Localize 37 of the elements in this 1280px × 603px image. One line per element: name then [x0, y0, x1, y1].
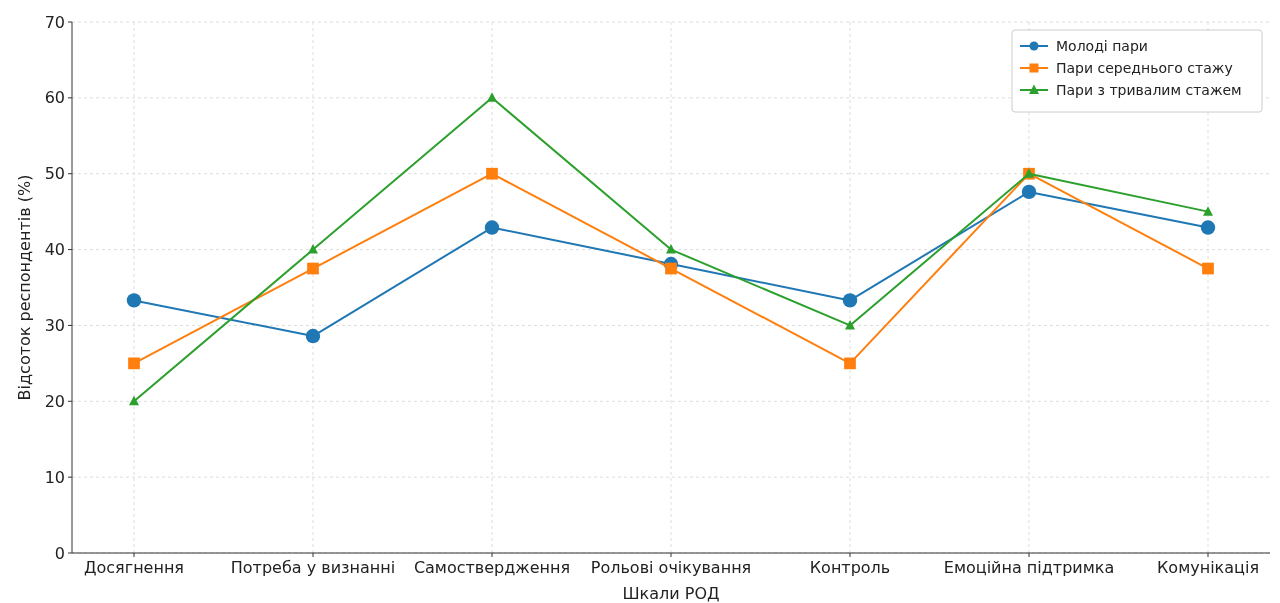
point	[1200, 220, 1216, 235]
point	[305, 328, 321, 344]
point	[1202, 262, 1214, 275]
legend-label: Молоді пари	[1056, 37, 1148, 54]
y-tick-label: 20	[44, 391, 65, 411]
y-tick-label: 70	[44, 12, 65, 32]
y-tick-label: 0	[54, 543, 65, 563]
legend-label: Пари середнього стажу	[1056, 59, 1233, 76]
x-tick-label: Самоствердження	[413, 558, 571, 577]
point	[842, 293, 858, 308]
point	[129, 395, 139, 406]
point	[128, 357, 140, 370]
x-tick-label: Рольові очікування	[590, 558, 752, 577]
point	[1021, 184, 1037, 200]
point	[308, 244, 318, 254]
point	[486, 167, 498, 180]
point	[484, 220, 500, 235]
x-tick-label: Комунікація	[1156, 558, 1260, 577]
x-tick-label: Досягнення	[84, 558, 184, 577]
point	[1203, 206, 1213, 216]
point	[487, 92, 497, 102]
point	[666, 244, 676, 254]
point	[844, 357, 856, 370]
y-tick-label: 60	[44, 88, 65, 108]
y-tick-label: 30	[44, 316, 65, 336]
x-axis-title: Шкали РОД	[622, 584, 720, 603]
y-axis-title: Відсоток респондентів (%)	[15, 174, 34, 401]
y-tick-label: 50	[44, 164, 65, 184]
point	[307, 262, 319, 275]
x-tick-label: Контроль	[809, 558, 891, 577]
x-tick-label: Емоційна підтримка	[943, 558, 1115, 577]
y-tick-label: 40	[44, 240, 65, 260]
point	[665, 262, 677, 275]
y-tick-label: 10	[44, 467, 65, 487]
legend-label: Пари з тривалим стажем	[1056, 81, 1242, 98]
point	[126, 293, 142, 308]
x-tick-label: Потреба у визнанні	[230, 558, 396, 577]
